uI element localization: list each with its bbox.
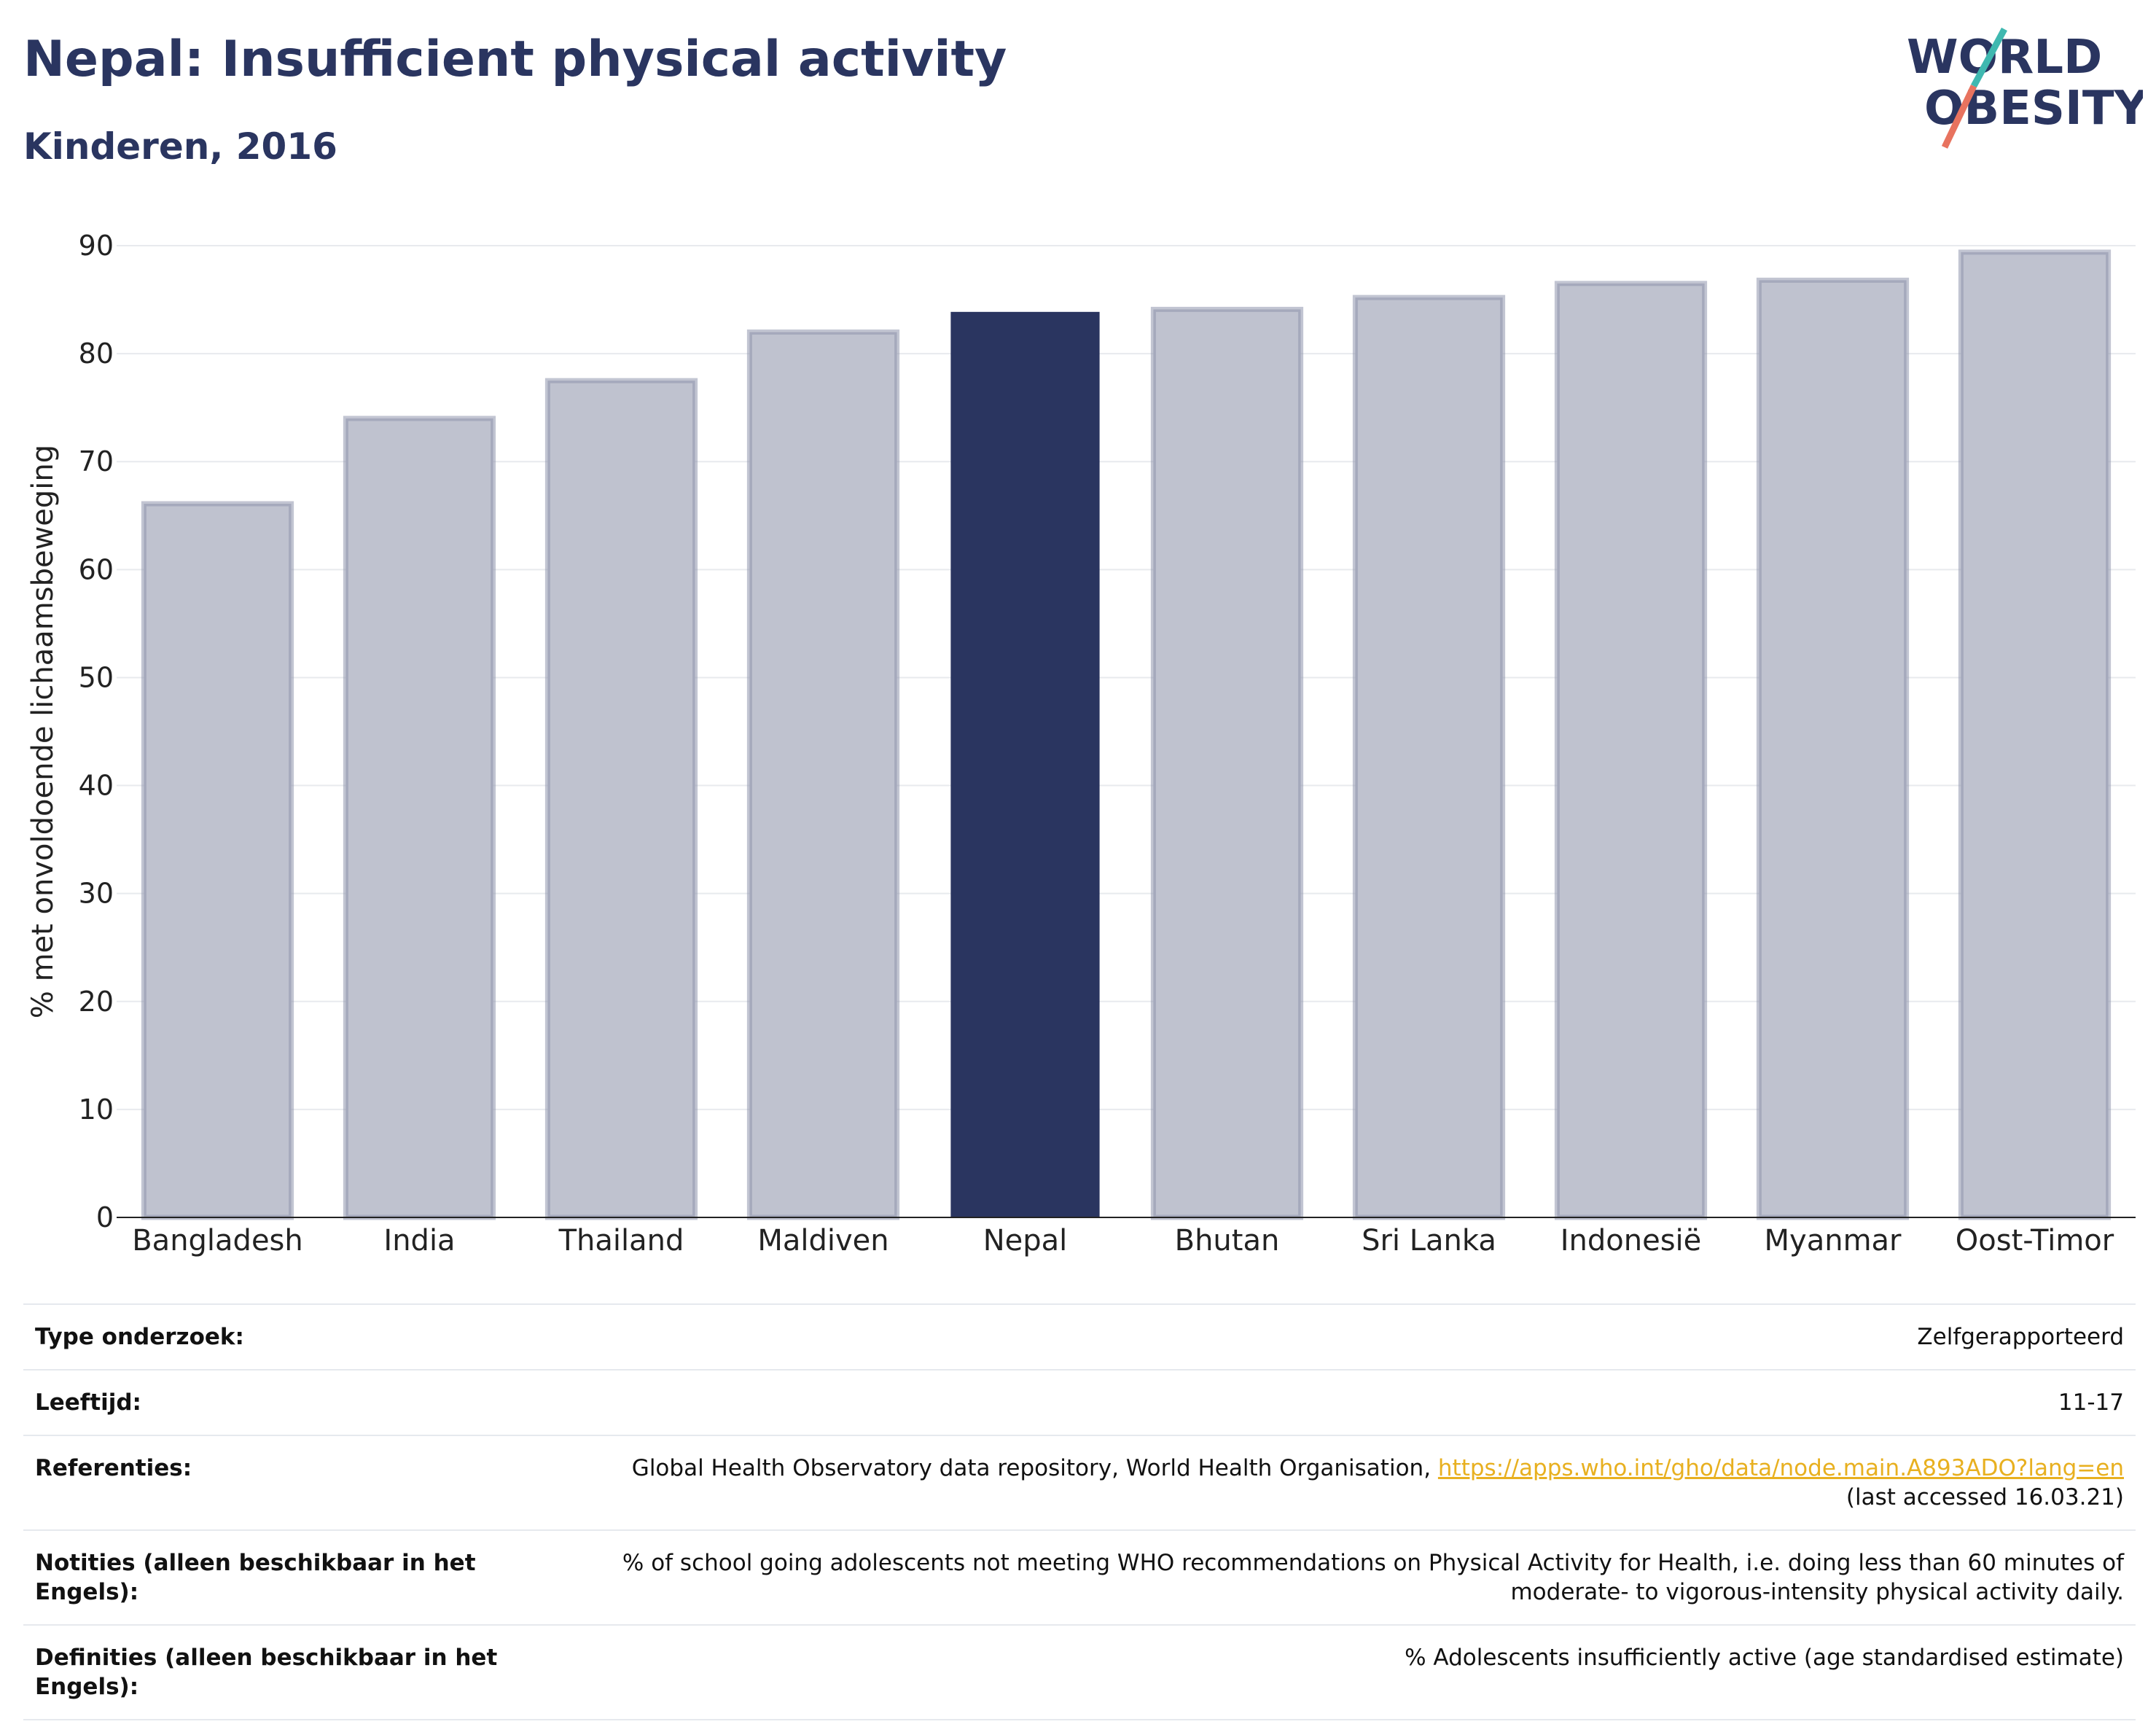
y-tick-label: 60	[79, 553, 114, 585]
bar-bangladesh	[141, 501, 294, 1220]
y-tick-label: 20	[79, 986, 114, 1018]
bar-thailand	[544, 378, 698, 1220]
y-tick-label: 50	[79, 661, 114, 693]
x-tick-label: Thailand	[558, 1224, 684, 1258]
y-tick-label: 40	[79, 770, 114, 802]
logo-slash-coral	[1941, 85, 1977, 149]
bar-bhutan	[1150, 306, 1304, 1220]
info-label: Type onderzoek:	[35, 1324, 244, 1350]
info-label: Leeftijd:	[35, 1389, 141, 1416]
y-tick-label: 90	[79, 230, 114, 262]
info-value: 11-17	[2058, 1389, 2124, 1416]
info-value: Global Health Observatory data repositor…	[632, 1454, 2124, 1512]
x-tick-label: Maldiven	[757, 1224, 888, 1258]
logo-line1: WORLD	[1907, 31, 2102, 85]
bar-maldiven	[746, 329, 900, 1220]
chart-title: Nepal: Insufficient physical activity	[23, 31, 1007, 88]
y-tick-label: 10	[79, 1093, 114, 1126]
info-row-type: Type onderzoek: Zelfgerapporteerd	[23, 1305, 2136, 1371]
x-tick-label: Oost-Timor	[1956, 1224, 2114, 1258]
bar-nepal	[950, 311, 1100, 1219]
x-tick-label: Bangladesh	[132, 1224, 303, 1258]
y-tick-label: 70	[79, 445, 114, 477]
x-tick-label: Bhutan	[1175, 1224, 1280, 1258]
info-row-definitions: Definities (alleen beschikbaar in het En…	[23, 1626, 2136, 1720]
x-tick-label: India	[383, 1224, 455, 1258]
bar-indonesië	[1554, 281, 1708, 1220]
reference-link[interactable]: https://apps.who.int/gho/data/node.main.…	[1437, 1455, 2124, 1481]
info-label: Referenties:	[35, 1455, 192, 1481]
info-label: Definities (alleen beschikbaar in het En…	[35, 1645, 498, 1700]
x-tick-label: Nepal	[983, 1224, 1068, 1258]
y-axis-title: % met onvoldoende lichaamsbeweging	[26, 445, 60, 1018]
reference-text: Global Health Observatory data repositor…	[631, 1455, 1438, 1481]
world-obesity-logo: WORLD OBESITY	[1907, 27, 2143, 149]
info-row-references: Referenties: Global Health Observatory d…	[23, 1436, 2136, 1531]
x-tick-label: Indonesië	[1561, 1224, 1702, 1258]
x-tick-label: Myanmar	[1765, 1224, 1902, 1258]
chart-subtitle: Kinderen, 2016	[23, 125, 337, 168]
x-tick-label: Sri Lanka	[1362, 1224, 1496, 1258]
y-tick-label: 80	[79, 338, 114, 370]
bar-chart: 0 10 20 30 40 50 60 70 80 90 Bangladesh India Thaila…	[26, 230, 2136, 1258]
info-table: Type onderzoek: Zelfgerapporteerd Leefti…	[23, 1303, 2136, 1720]
info-row-age: Leeftijd: 11-17	[23, 1371, 2136, 1436]
info-row-notes: Notities (alleen beschikbaar in het Enge…	[23, 1531, 2136, 1626]
logo-slash-teal	[1971, 27, 2007, 88]
info-value: % Adolescents insufficiently active (age…	[1405, 1645, 2124, 1671]
y-tick-label: 30	[79, 878, 114, 910]
info-value: % of school going adolescents not meetin…	[622, 1550, 2124, 1605]
bar-oost-timor	[1958, 249, 2112, 1220]
info-label: Notities (alleen beschikbaar in het Enge…	[35, 1550, 476, 1605]
bar-sri-lanka	[1352, 295, 1506, 1220]
y-tick-label: 0	[96, 1201, 114, 1233]
reference-accessed: (last accessed 16.03.21)	[1846, 1484, 2124, 1510]
bar-india	[343, 416, 496, 1220]
bar-myanmar	[1756, 277, 1910, 1220]
info-value: Zelfgerapporteerd	[1917, 1324, 2124, 1350]
